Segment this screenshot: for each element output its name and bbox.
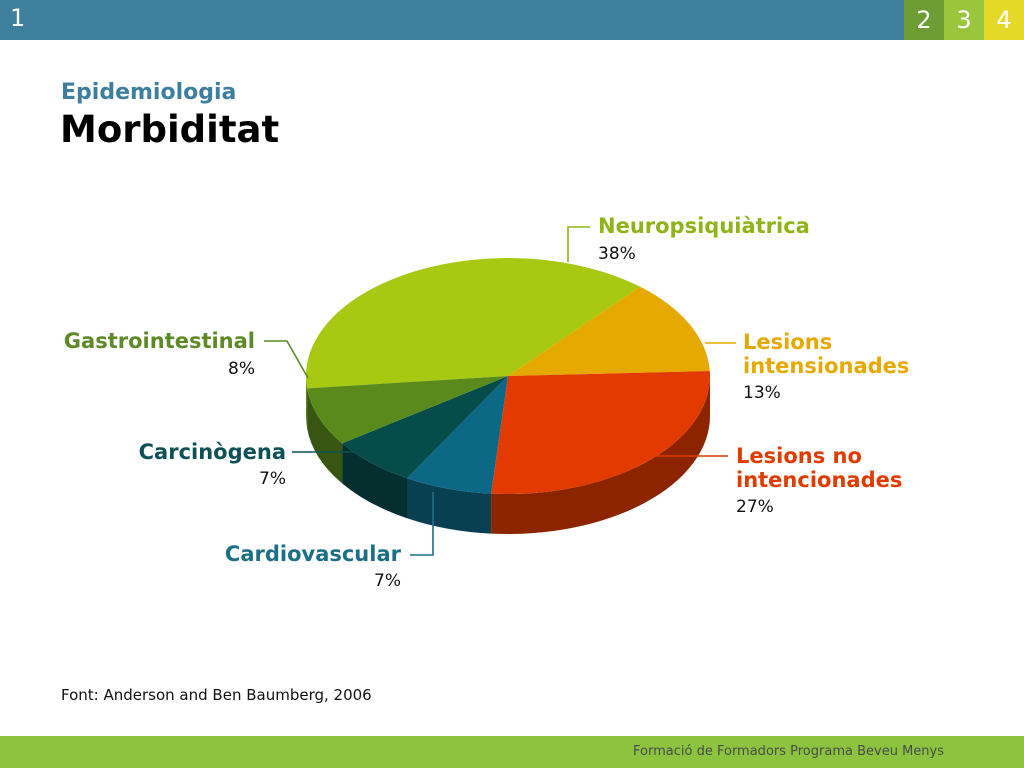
leader-line-gastrointestinal xyxy=(264,340,309,379)
pie-side-cardiovascular xyxy=(407,478,492,534)
pie-slice-lesions-intensionades xyxy=(508,286,710,376)
label-lesions-no-intencionades: Lesions no intencionades 27% xyxy=(655,444,902,517)
source-citation: Font: Anderson and Ben Baumberg, 2006 xyxy=(61,686,372,704)
label-cardiovascular: Cardiovascular 7% xyxy=(225,492,434,591)
pie-slice-neuropsiquiatrica xyxy=(306,258,640,389)
slide-tab-3[interactable]: 3 xyxy=(944,0,984,40)
pie-slice-carcinogena xyxy=(342,376,508,479)
pie-side-walls xyxy=(306,376,710,535)
label-neuropsiquiatrica: Neuropsiquiàtrica 38% xyxy=(567,214,810,264)
section-subtitle: Epidemiologia xyxy=(61,80,237,105)
slice-name-lesions-no-intencionades: Lesions no intencionades xyxy=(736,444,902,492)
bottom-bar: Formació de Formadors Programa Beveu Men… xyxy=(0,736,1024,768)
slice-value-neuropsiquiatrica: 38% xyxy=(598,244,636,264)
slice-value-lesions-intensionades: 13% xyxy=(743,383,781,403)
pie-slice-cardiovascular xyxy=(407,376,508,494)
slice-name-lesions-intensionades: Lesions intensionades xyxy=(743,330,909,378)
pie-slice-lesions-no-intencionades xyxy=(491,371,710,494)
pie-slice-gastrointestinal xyxy=(307,376,508,444)
pie-side-carcinogena xyxy=(342,443,407,519)
slice-value-lesions-no-intencionades: 27% xyxy=(736,497,774,517)
pie-side-neuropsiquiatrica xyxy=(306,376,308,429)
slice-value-carcinogena: 7% xyxy=(259,469,286,489)
top-bar: 1 2 3 4 xyxy=(0,0,1024,40)
slice-value-cardiovascular: 7% xyxy=(374,571,401,591)
leader-line-cardiovascular xyxy=(410,492,434,556)
slice-name-carcinogena: Carcinògena xyxy=(139,440,286,464)
leader-line-neuropsiquiatrica xyxy=(567,226,590,262)
pie-side-lesions-no-intencionades xyxy=(491,376,710,535)
slice-value-gastrointestinal: 8% xyxy=(228,359,255,379)
slide-tab-2[interactable]: 2 xyxy=(904,0,944,40)
page-title: Morbiditat xyxy=(60,108,280,151)
pie-chart: Neuropsiquiàtrica 38% Lesions intensionades… xyxy=(64,214,910,591)
footer-text: Formació de Formadors Programa Beveu Men… xyxy=(633,744,944,759)
label-carcinogena: Carcinògena 7% xyxy=(139,440,356,489)
slide-number: 1 xyxy=(10,4,26,32)
slice-name-cardiovascular: Cardiovascular xyxy=(225,542,402,566)
label-lesions-intensionades: Lesions intensionades 13% xyxy=(705,330,909,403)
slice-name-gastrointestinal: Gastrointestinal xyxy=(64,329,255,353)
slide-tab-4[interactable]: 4 xyxy=(984,0,1024,40)
slice-name-neuropsiquiatrica: Neuropsiquiàtrica xyxy=(598,214,810,238)
pie-side-gastrointestinal xyxy=(307,388,343,484)
label-gastrointestinal: Gastrointestinal 8% xyxy=(64,329,309,379)
